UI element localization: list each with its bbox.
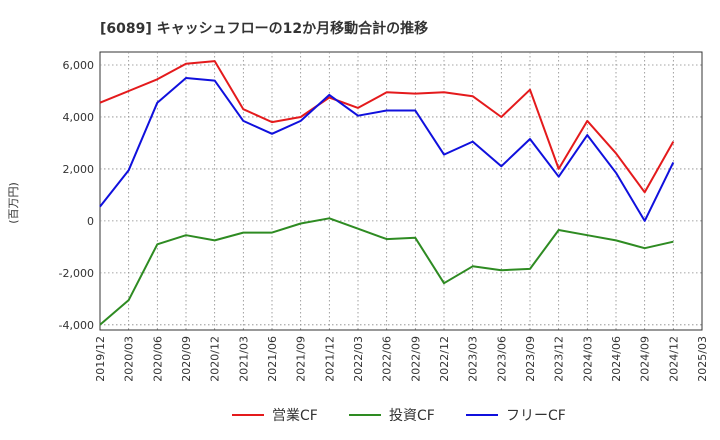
y-tick-label: 6,000 xyxy=(63,59,95,72)
x-tick-label: 2024/03 xyxy=(581,336,594,382)
x-tick-label: 2023/12 xyxy=(553,336,566,382)
y-axis-label: (百万円) xyxy=(7,182,20,224)
x-tick-label: 2021/09 xyxy=(295,336,308,382)
x-tick-label: 2023/03 xyxy=(467,336,480,382)
x-tick-label: 2020/09 xyxy=(180,336,193,382)
x-tick-label: 2022/03 xyxy=(352,336,365,382)
x-tick-label: 2020/06 xyxy=(151,336,164,382)
plot-area: 2019/12 2020/03 2020/06 2020/09 2020/12 2021/… xyxy=(59,51,709,382)
x-tick-label: 2021/06 xyxy=(266,336,279,382)
x-tick-label: 2020/12 xyxy=(209,336,222,382)
x-tick-label: 2022/12 xyxy=(438,336,451,382)
y-tick-label: 0 xyxy=(87,215,94,228)
y-tick-label: 2,000 xyxy=(63,163,95,176)
legend-label-3: フリーCF xyxy=(506,408,566,424)
x-tick-label: 2023/09 xyxy=(524,336,537,382)
series-line-3 xyxy=(99,77,675,222)
x-tick-label: 2019/12 xyxy=(94,336,107,382)
legend-label-1: 営業CF xyxy=(272,408,318,424)
series-line-1 xyxy=(99,60,675,194)
x-tick-label: 2022/06 xyxy=(381,336,394,382)
y-tick-label: -4,000 xyxy=(59,319,94,332)
x-tick-label: 2023/06 xyxy=(495,336,508,382)
x-tick-label: 2024/09 xyxy=(639,336,652,382)
y-tick-label: 4,000 xyxy=(63,111,95,124)
legend-label-2: 投資CF xyxy=(389,408,435,424)
x-tick-label: 2025/03 xyxy=(696,336,709,382)
x-tick-label: 2020/03 xyxy=(123,336,136,382)
y-tick-label: -2,000 xyxy=(59,267,94,280)
x-tick-label: 2021/03 xyxy=(237,336,250,382)
plot-frame xyxy=(99,51,703,331)
x-tick-label: 2024/12 xyxy=(667,336,680,382)
series-line-2 xyxy=(99,217,674,326)
x-tick-label: 2022/09 xyxy=(409,336,422,382)
legend: 営業CF 投資CF フリーCF xyxy=(232,408,566,424)
chart-title: [6089] キャッシュフローの12か月移動合計の推移 xyxy=(100,20,428,37)
x-tick-label: 2024/06 xyxy=(610,336,623,382)
x-tick-label: 2021/12 xyxy=(323,336,336,382)
